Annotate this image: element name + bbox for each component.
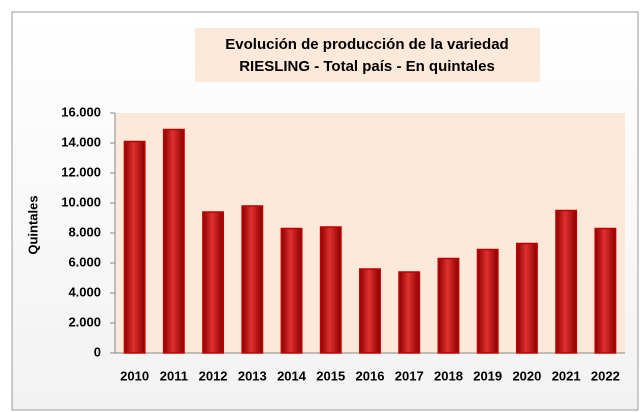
bar <box>162 128 185 354</box>
x-tick-label: 2015 <box>316 368 345 383</box>
y-tick-label: 4.000 <box>68 284 101 299</box>
x-tick-label: 2020 <box>512 368 541 383</box>
x-tick-label: 2010 <box>120 368 149 383</box>
x-tick-label: 2019 <box>473 368 502 383</box>
bar <box>594 227 617 354</box>
bar <box>123 140 146 354</box>
y-tick-label: 0 <box>94 344 101 359</box>
y-tick-label: 8.000 <box>68 224 101 239</box>
bar <box>398 271 421 354</box>
y-tick-label: 6.000 <box>68 254 101 269</box>
bar <box>555 209 578 354</box>
bar <box>437 257 460 354</box>
y-tick-label: 14.000 <box>61 134 101 149</box>
x-tick-label: 2013 <box>238 368 267 383</box>
chart-title: RIESLING - Total país - En quintales <box>239 58 495 75</box>
x-tick-label: 2017 <box>395 368 424 383</box>
title-box <box>195 28 540 82</box>
x-tick-label: 2016 <box>356 368 385 383</box>
x-tick-label: 2021 <box>552 368 581 383</box>
chart-title: Evolución de producción de la variedad <box>225 36 508 53</box>
x-tick-label: 2014 <box>277 368 307 383</box>
x-tick-label: 2012 <box>199 368 228 383</box>
x-tick-label: 2022 <box>591 368 620 383</box>
x-tick-label: 2011 <box>160 368 188 383</box>
y-tick-label: 16.000 <box>61 104 101 119</box>
y-axis-label: Quintales <box>25 195 40 254</box>
bar <box>202 211 225 354</box>
bar <box>319 226 342 354</box>
y-tick-label: 12.000 <box>61 164 101 179</box>
bar <box>476 248 499 354</box>
bar <box>515 242 538 354</box>
y-tick-label: 10.000 <box>61 194 101 209</box>
y-tick-label: 2.000 <box>68 314 101 329</box>
bar <box>359 268 381 354</box>
bar <box>241 205 264 354</box>
x-tick-label: 2018 <box>434 368 463 383</box>
bar <box>280 227 303 354</box>
